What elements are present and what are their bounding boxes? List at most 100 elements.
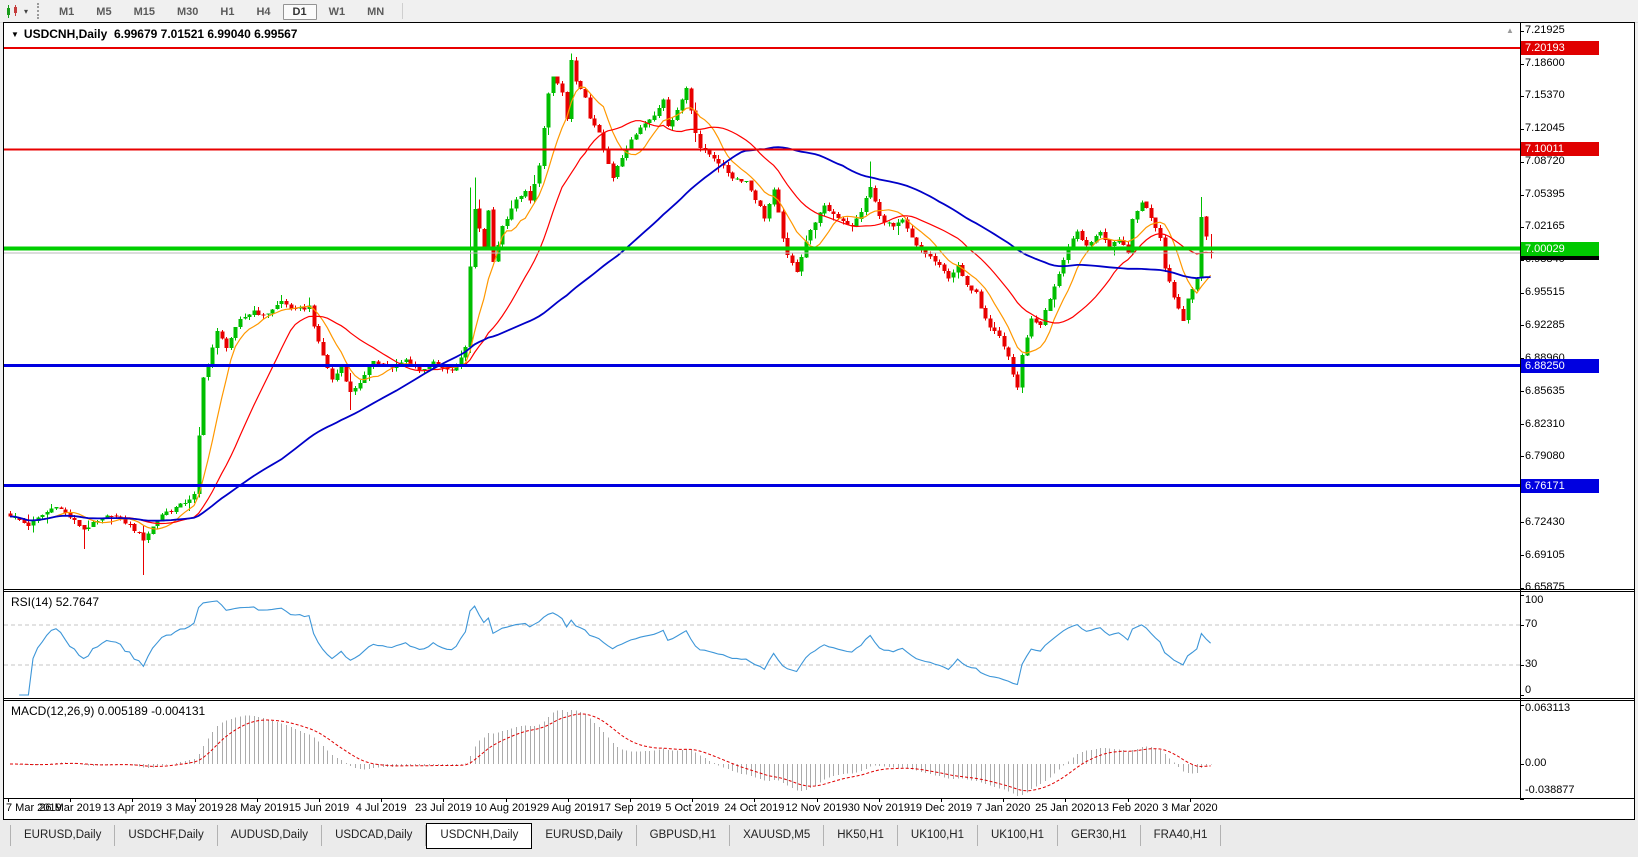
- rsi-tick-label: 70: [1525, 618, 1631, 630]
- price-tick-label: 6.65875: [1525, 581, 1631, 593]
- price-tick-label: 7.05395: [1525, 188, 1631, 200]
- chart-tab-uk100-h1[interactable]: UK100,H1: [898, 825, 978, 846]
- candlestick-tool-icon[interactable]: [5, 4, 21, 19]
- timeframe-button-m1[interactable]: M1: [49, 4, 84, 20]
- chart-tab-usdchf-daily[interactable]: USDCHF,Daily: [115, 825, 217, 846]
- macd-indicator-value-main: 0.005189: [98, 704, 148, 718]
- timeframe-button-m15[interactable]: M15: [124, 4, 165, 20]
- price-tick-label: 7.21925: [1525, 24, 1631, 36]
- timeframe-button-w1[interactable]: W1: [319, 4, 356, 20]
- date-tick-label: 3 Mar 2020: [1148, 802, 1232, 814]
- timeframe-button-d1[interactable]: D1: [283, 4, 317, 20]
- tool-dropdown-icon[interactable]: ▾: [24, 7, 28, 16]
- toolbar-separator: [402, 3, 403, 19]
- rsi-tick-mark: [1520, 595, 1524, 596]
- price-tick-mark: [1520, 456, 1524, 457]
- rsi-tick-mark: [1520, 665, 1524, 666]
- macd-chart[interactable]: [4, 702, 1520, 798]
- macd-tick-label: -0.038877: [1525, 784, 1631, 796]
- chart-ohlc-values: 6.99679 7.01521 6.99040 6.99567: [114, 27, 298, 41]
- macd-tick-mark: [1520, 799, 1524, 800]
- price-tick-label: 6.82310: [1525, 418, 1631, 430]
- chart-tab-gbpusd-h1[interactable]: GBPUSD,H1: [637, 825, 730, 846]
- price-tick-mark: [1520, 293, 1524, 294]
- chart-tab-uk100-h1[interactable]: UK100,H1: [978, 825, 1058, 846]
- price-badge-7.20193: 7.20193: [1521, 41, 1599, 55]
- rsi-tick-label: 0: [1525, 684, 1631, 696]
- macd-indicator-name: MACD(12,26,9): [11, 704, 94, 718]
- price-tick-label: 7.15370: [1525, 89, 1631, 101]
- price-tick-label: 6.95515: [1525, 286, 1631, 298]
- price-tick-mark: [1520, 391, 1524, 392]
- toolbar-grip[interactable]: [37, 3, 39, 19]
- macd-tick-label: 0.063113: [1525, 702, 1631, 714]
- timeframe-button-mn[interactable]: MN: [357, 4, 394, 20]
- chart-symbol-period: USDCNH,Daily: [24, 27, 107, 41]
- price-tick-label: 6.92285: [1525, 319, 1631, 331]
- rsi-label: RSI(14) 52.7647: [11, 595, 99, 609]
- rsi-chart[interactable]: [4, 593, 1520, 697]
- timeframe-button-h4[interactable]: H4: [246, 4, 280, 20]
- price-badge-6.76171: 6.76171: [1521, 479, 1599, 493]
- price-tick-label: 7.12045: [1525, 122, 1631, 134]
- price-tick-label: 7.02165: [1525, 220, 1631, 232]
- price-tick-mark: [1520, 162, 1524, 163]
- rsi-tick-mark: [1520, 625, 1524, 626]
- price-tick-label: 6.69105: [1525, 549, 1631, 561]
- panel-splitter-macd[interactable]: [4, 698, 1634, 701]
- price-tick-label: 7.18600: [1525, 57, 1631, 69]
- rsi-tick-label: 100: [1525, 594, 1631, 606]
- price-tick-mark: [1520, 555, 1524, 556]
- price-tick-label: 6.72430: [1525, 516, 1631, 528]
- price-tick-mark: [1520, 31, 1524, 32]
- scroll-marker-icon[interactable]: ▲: [1506, 26, 1514, 35]
- panel-splitter-rsi[interactable]: [4, 589, 1634, 592]
- price-tick-label: 6.79080: [1525, 450, 1631, 462]
- chart-tab-xauusd-m5[interactable]: XAUUSD,M5: [730, 825, 824, 846]
- price-tick-label: 6.85635: [1525, 385, 1631, 397]
- price-tick-mark: [1520, 325, 1524, 326]
- chart-tab-hk50-h1[interactable]: HK50,H1: [824, 825, 898, 846]
- collapse-chart-icon[interactable]: ▼: [11, 30, 19, 39]
- price-tick-mark: [1520, 195, 1524, 196]
- timeframe-button-m30[interactable]: M30: [167, 4, 208, 20]
- chart-tab-usdcad-daily[interactable]: USDCAD,Daily: [322, 825, 426, 846]
- price-axis-line: [1520, 23, 1521, 798]
- price-badge-7.10011: 7.10011: [1521, 142, 1599, 156]
- time-axis-line: [4, 798, 1634, 799]
- price-tick-mark: [1520, 129, 1524, 130]
- price-tick-mark: [1520, 96, 1524, 97]
- macd-label: MACD(12,26,9) 0.005189 -0.004131: [11, 704, 205, 718]
- chart-tab-eurusd-daily[interactable]: EURUSD,Daily: [532, 825, 636, 846]
- chart-tab-eurusd-daily[interactable]: EURUSD,Daily: [10, 825, 115, 846]
- price-tick-label: 7.08720: [1525, 155, 1631, 167]
- macd-tick-mark: [1520, 705, 1524, 706]
- timeframe-button-h1[interactable]: H1: [210, 4, 244, 20]
- price-tick-mark: [1520, 588, 1524, 589]
- price-badge-6.88250: 6.88250: [1521, 359, 1599, 373]
- rsi-tick-mark: [1520, 695, 1524, 696]
- price-chart[interactable]: [4, 24, 1520, 589]
- chart-title: ▼ USDCNH,Daily 6.99679 7.01521 6.99040 6.…: [11, 27, 297, 41]
- rsi-indicator-value: 52.7647: [56, 595, 99, 609]
- timeframe-button-m5[interactable]: M5: [86, 4, 121, 20]
- price-tick-mark: [1520, 227, 1524, 228]
- chart-window[interactable]: ▼ USDCNH,Daily 6.99679 7.01521 6.99040 6.…: [3, 22, 1635, 820]
- macd-tick-label: 0.00: [1525, 757, 1631, 769]
- price-tick-mark: [1520, 424, 1524, 425]
- macd-tick-mark: [1520, 764, 1524, 765]
- macd-indicator-value-signal: -0.004131: [151, 704, 205, 718]
- price-tick-mark: [1520, 64, 1524, 65]
- chart-tab-usdcnh-daily[interactable]: USDCNH,Daily: [426, 823, 532, 849]
- price-tick-mark: [1520, 522, 1524, 523]
- rsi-tick-label: 30: [1525, 658, 1631, 670]
- price-badge-7.00029: 7.00029: [1521, 242, 1599, 256]
- chart-tab-ger30-h1[interactable]: GER30,H1: [1058, 825, 1141, 846]
- chart-tab-fra40-h1[interactable]: FRA40,H1: [1141, 825, 1222, 846]
- chart-tool-group[interactable]: ▾: [0, 4, 28, 19]
- chart-tab-audusd-daily[interactable]: AUDUSD,Daily: [218, 825, 322, 846]
